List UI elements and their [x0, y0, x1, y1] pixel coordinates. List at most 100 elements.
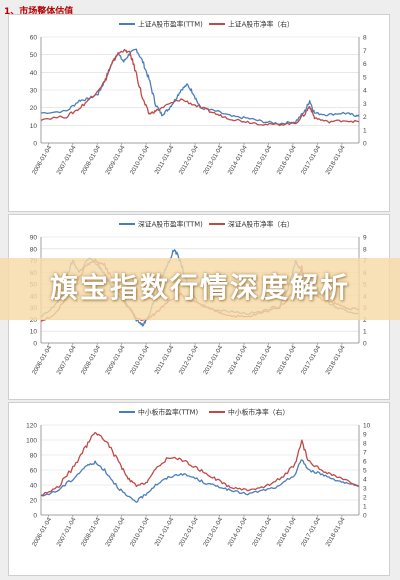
x-tick-label: 2011-01-04	[153, 516, 175, 547]
chart-sse-valuation: 0 10 20 30 40 50 60 0 1 2 3 4 5 6 7 8 2006-01-04 2007-01-…	[30, 20, 367, 176]
x-tick-label: 2014-01-04	[227, 144, 249, 176]
legend-label: 深证A股市净率（右）	[228, 220, 294, 229]
x-tick-label: 2015-01-04	[251, 516, 273, 548]
x-tick-label: 2017-01-04	[300, 144, 322, 176]
x-tick-label: 2016-01-04	[276, 344, 298, 376]
y2-tick-label: 1	[363, 127, 367, 134]
chart-panel-sse: 0 10 20 30 40 50 60 0 1 2 3 4 5 6 7 8 2006-01-04 2007-01-…	[8, 14, 390, 212]
x-tick-label: 2017-01-04	[300, 344, 322, 376]
y2-tick-label: 6	[363, 61, 367, 68]
x-tick-label: 2007-01-04	[55, 516, 77, 548]
legend-label: 上证A股市盈率(TTM)	[138, 20, 203, 29]
y-tick-label: 30	[30, 88, 38, 95]
y-tick-label: 60	[30, 468, 38, 475]
y-tick-label: 20	[30, 498, 38, 505]
y2-tick-label: 2	[363, 114, 367, 121]
x-tick-label: 2010-01-04	[129, 144, 151, 176]
x-tick-label: 2006-01-04	[31, 516, 53, 548]
y2-tick-label: 8	[363, 35, 367, 42]
legend-label: 中小板市盈率(TTM)	[138, 408, 198, 417]
y-tick-label: 80	[30, 246, 38, 253]
y2-tick-label: 5	[363, 74, 367, 81]
x-tick-label: 2018-01-04	[324, 144, 346, 176]
x-tick-label: 2010-01-04	[129, 516, 151, 548]
y-tick-label: 80	[30, 453, 38, 460]
x-tick-label: 2013-01-04	[202, 344, 224, 376]
y-tick-label: 0	[33, 513, 37, 520]
title-banner	[0, 258, 400, 320]
y2-tick-label: 0	[363, 341, 367, 348]
x-tick-label: 2017-01-04	[300, 516, 322, 548]
y-tick-label: 40	[30, 483, 38, 490]
x-tick-label: 2009-01-04	[104, 344, 126, 376]
x-tick-label: 2010-01-04	[129, 344, 151, 376]
banner-title: 旗宝指数行情深度解析	[49, 271, 350, 304]
y-tick-label: 120	[26, 423, 37, 430]
y-tick-label: 10	[30, 123, 38, 130]
x-tick-label: 2008-01-04	[80, 144, 102, 176]
y2-tick-label: 5	[363, 468, 367, 475]
y2-tick-label: 8	[363, 246, 367, 253]
y-tick-label: 100	[26, 438, 37, 445]
y2-tick-label: 1	[363, 329, 367, 336]
x-tick-label: 2012-01-04	[178, 144, 200, 176]
x-tick-label: 2008-01-04	[80, 516, 102, 548]
x-tick-label: 2011-01-04	[153, 344, 175, 375]
y2-tick-label: 7	[363, 48, 367, 55]
y-tick-label: 10	[30, 329, 38, 336]
x-tick-label: 2016-01-04	[276, 516, 298, 548]
x-tick-label: 2018-01-04	[324, 516, 346, 548]
y-tick-label: 50	[30, 52, 38, 59]
y2-tick-label: 3	[363, 486, 367, 493]
x-tick-label: 2011-01-04	[153, 144, 175, 175]
series-line-pe	[40, 459, 360, 503]
y2-tick-label: 3	[363, 101, 367, 108]
y2-tick-label: 2	[363, 317, 367, 324]
y2-tick-label: 10	[363, 423, 371, 430]
x-tick-label: 2018-01-04	[324, 344, 346, 376]
y2-tick-label: 9	[363, 235, 367, 242]
x-tick-label: 2016-01-04	[276, 144, 298, 176]
y-tick-label: 0	[33, 141, 37, 148]
x-tick-label: 2013-01-04	[202, 144, 224, 176]
y2-tick-label: 9	[363, 432, 367, 439]
series-line-pb	[40, 431, 360, 496]
x-tick-label: 2014-01-04	[227, 344, 249, 376]
y2-tick-label: 7	[363, 450, 367, 457]
x-tick-label: 2013-01-04	[202, 516, 224, 548]
section-title: 1、市场整体估值	[4, 7, 74, 17]
x-tick-label: 2006-01-04	[31, 344, 53, 376]
y2-tick-label: 0	[363, 141, 367, 148]
y2-tick-label: 0	[363, 513, 367, 520]
y2-tick-label: 2	[363, 495, 367, 502]
series-line-pb	[40, 48, 360, 127]
legend-label: 中小板市净率（右）	[228, 408, 289, 417]
x-tick-label: 2015-01-04	[251, 344, 273, 376]
y2-tick-label: 4	[363, 477, 367, 484]
x-tick-label: 2014-01-04	[227, 516, 249, 548]
y2-tick-label: 8	[363, 441, 367, 448]
y2-tick-label: 1	[363, 504, 367, 511]
x-tick-label: 2006-01-04	[31, 144, 53, 176]
legend-label: 上证A股市净率（右）	[228, 20, 294, 29]
chart-panel-sme: 0 20 40 60 80 100 120 0 1 2 3 4 5 6 7 8 9 10 2006-01-04 200…	[8, 402, 390, 576]
x-tick-label: 2008-01-04	[80, 344, 102, 376]
x-tick-label: 2012-01-04	[178, 516, 200, 548]
x-tick-label: 2007-01-04	[55, 344, 77, 376]
legend-label: 深证A股市盈率(TTM)	[138, 220, 203, 229]
x-tick-label: 2007-01-04	[55, 144, 77, 176]
y2-tick-label: 6	[363, 459, 367, 466]
x-tick-label: 2009-01-04	[104, 516, 126, 548]
y-tick-label: 90	[30, 235, 38, 242]
y2-tick-label: 4	[363, 88, 367, 95]
series-line-pe	[40, 48, 360, 125]
x-tick-label: 2012-01-04	[178, 344, 200, 376]
x-tick-label: 2009-01-04	[104, 144, 126, 176]
x-tick-label: 2015-01-04	[251, 144, 273, 176]
y-tick-label: 60	[30, 35, 38, 42]
y-tick-label: 40	[30, 70, 38, 77]
y-tick-label: 0	[33, 341, 37, 348]
y-tick-label: 20	[30, 105, 38, 112]
y-tick-label: 20	[30, 317, 38, 324]
